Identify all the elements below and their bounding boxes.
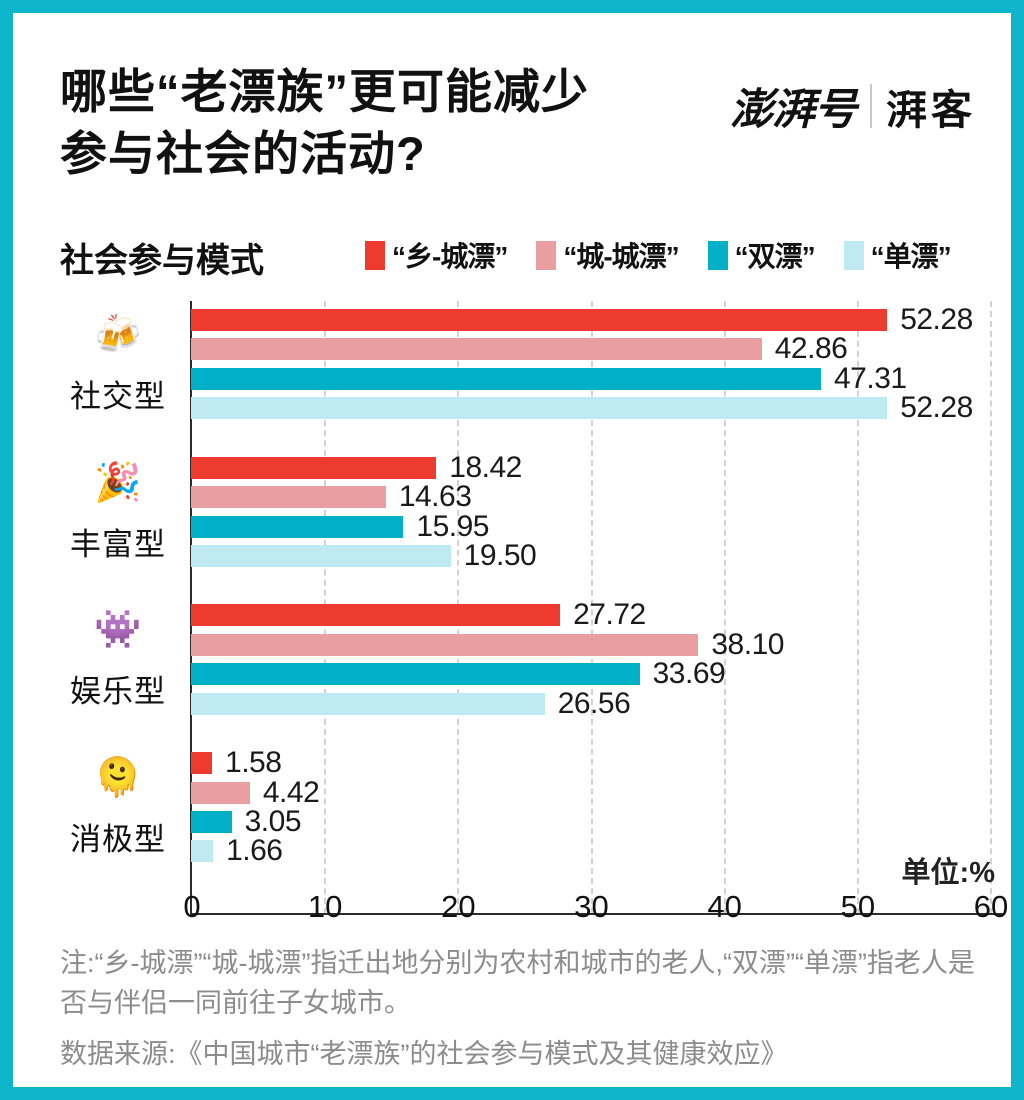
bar-chart: 52.28 42.86 47.31 52.28 18.42 14.63 15.95 19.50…	[13, 301, 1011, 941]
brand-logo: 澎湃号 湃客	[730, 75, 976, 137]
bar	[191, 663, 640, 686]
chart-section-label: 社会参与模式	[60, 242, 264, 280]
legend-swatch	[536, 240, 557, 270]
category-label-group: 🍻 社交型	[53, 311, 183, 416]
category-label: 娱乐型	[70, 674, 166, 710]
x-tick-label: 60	[973, 889, 1009, 924]
x-tick-label: 40	[707, 889, 742, 924]
category-label-group: 🎉 丰富型	[53, 459, 183, 564]
bar	[191, 604, 561, 627]
bar	[191, 309, 888, 331]
value-label: 52.28	[900, 303, 973, 336]
x-tick-label: 0	[183, 889, 201, 924]
bar	[191, 544, 451, 567]
legend-label: “城-城漂”	[563, 241, 679, 272]
value-label: 47.31	[834, 361, 907, 395]
value-label: 15.95	[416, 509, 489, 543]
category-label-group: 👾 娱乐型	[53, 606, 183, 711]
bar	[191, 367, 821, 390]
value-label: 1.58	[225, 746, 282, 780]
x-tick-label: 50	[840, 889, 876, 924]
category-label: 消极型	[70, 822, 166, 858]
logo-divider	[870, 84, 872, 128]
value-label: 26.56	[557, 686, 631, 720]
category-label: 丰富型	[70, 526, 166, 562]
paike-logo: 湃客	[886, 87, 976, 133]
bar	[191, 515, 404, 538]
legend-item: “城-城漂”	[536, 235, 680, 275]
title-line-1: 哪些“老漂族”更可能减少	[60, 65, 589, 118]
x-tick-label: 30	[574, 889, 609, 924]
gridline	[856, 301, 859, 914]
bar	[191, 397, 888, 420]
clinking-beer-mugs-icon: 🍻	[94, 314, 142, 356]
melting-face-icon: 🫠	[94, 757, 142, 800]
footnotes: 注:“乡-城漂”“城-城漂”指迁出地分别为农村和城市的老人,“双漂”“单漂”指老…	[60, 943, 1000, 1074]
note-text: 注:“乡-城漂”“城-城漂”指迁出地分别为农村和城市的老人,“双漂”“单漂”指老…	[60, 948, 975, 1018]
value-label: 4.42	[262, 775, 320, 809]
x-tick-label: 10	[307, 889, 343, 924]
bar	[191, 456, 437, 479]
gridline	[990, 301, 992, 914]
value-label: 42.86	[774, 332, 848, 366]
category-label-group: 🫠 消极型	[53, 754, 183, 859]
party-popper-icon: 🎉	[94, 461, 142, 504]
value-label: 33.69	[652, 657, 726, 691]
page-title: 哪些“老漂族”更可能减少 参与社会的活动?	[60, 61, 780, 185]
x-axis-line	[190, 913, 1003, 915]
value-label: 19.50	[463, 538, 537, 572]
gridline	[590, 301, 593, 914]
legend-label: “乡-城漂”	[392, 241, 508, 272]
value-label: 52.28	[900, 391, 973, 425]
value-label: 1.66	[226, 834, 283, 868]
legend-swatch	[365, 240, 385, 270]
legend-swatch	[843, 240, 864, 270]
value-label: 38.10	[711, 627, 784, 661]
pengpaihao-logo: 澎湃号	[730, 86, 857, 134]
legend-label: “单漂”	[870, 241, 952, 272]
title-line-2: 参与社会的活动?	[60, 127, 426, 180]
category-label: 社交型	[70, 379, 166, 414]
value-label: 27.72	[573, 598, 646, 632]
data-source-text: 数据来源:《中国城市“老漂族”的社会参与模式及其健康效应》	[60, 1039, 788, 1069]
bar	[191, 338, 762, 361]
legend-swatch	[707, 240, 728, 270]
x-tick-label: 20	[441, 889, 476, 924]
bar	[191, 752, 213, 775]
legend-item: “单漂”	[843, 235, 952, 275]
bar	[191, 486, 386, 509]
bar	[191, 692, 545, 715]
bar	[191, 633, 699, 656]
unit-label: 单位:%	[901, 857, 995, 889]
gridline	[723, 301, 726, 914]
legend-label: “双漂”	[734, 241, 816, 272]
value-label: 3.05	[244, 804, 302, 838]
value-label: 14.63	[398, 480, 472, 514]
legend-item: “乡-城漂”	[365, 235, 508, 275]
bar	[191, 781, 250, 804]
bar	[191, 840, 214, 863]
value-label: 18.42	[449, 450, 522, 484]
bar	[191, 810, 232, 833]
alien-monster-icon: 👾	[94, 609, 142, 652]
legend-item: “双漂”	[707, 235, 816, 275]
chart-legend: “乡-城漂” “城-城漂” “双漂” “单漂”	[365, 235, 952, 275]
